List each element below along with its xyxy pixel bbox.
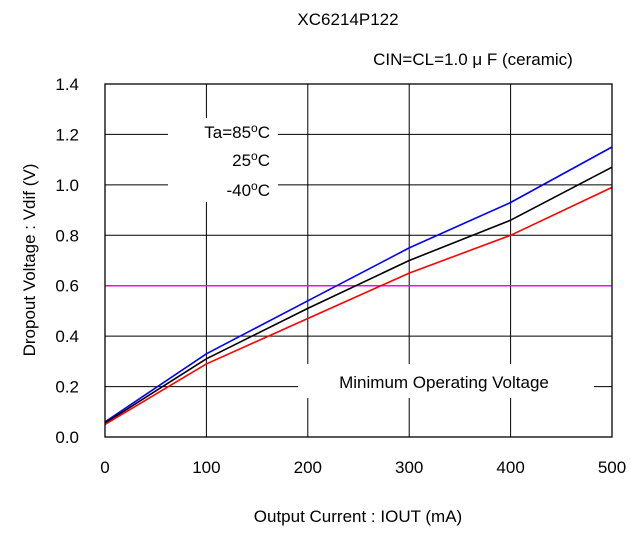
series-line bbox=[104, 166, 613, 424]
reference-layer: Minimum Operating Voltage bbox=[105, 284, 612, 392]
chart-subtitle: CIN=CL=1.0 μ F (ceramic) bbox=[373, 50, 573, 69]
chart-title: XC6214P122 bbox=[297, 10, 398, 29]
reference-label-background bbox=[298, 364, 594, 398]
y-tick-label: 0.6 bbox=[55, 277, 79, 296]
series-label: 25oC bbox=[232, 149, 270, 170]
series-line bbox=[104, 186, 613, 426]
y-tick-label: 0.0 bbox=[55, 428, 79, 447]
x-axis-label: Output Current : IOUT (mA) bbox=[254, 507, 462, 526]
y-axis-label: Dropout Voltage : Vdif (V) bbox=[20, 164, 39, 357]
series-label: -40oC bbox=[226, 179, 270, 200]
reference-line-label: Minimum Operating Voltage bbox=[339, 373, 549, 392]
y-tick-label: 0.8 bbox=[55, 226, 79, 245]
y-tick-label: 1.4 bbox=[55, 75, 79, 94]
legend-background bbox=[168, 118, 278, 202]
y-tick-label: 1.2 bbox=[55, 125, 79, 144]
x-tick-label: 400 bbox=[496, 458, 524, 477]
ticks-layer: 0 100 200 300 400 500 0.0 0.2 0.4 0.6 0.8 1.0 1.2 1.4 bbox=[55, 75, 626, 477]
x-tick-label: 200 bbox=[294, 458, 322, 477]
x-tick-label: 500 bbox=[598, 458, 626, 477]
series-label: Ta=85oC bbox=[204, 121, 270, 142]
y-tick-label: 0.4 bbox=[55, 327, 79, 346]
x-tick-label: 100 bbox=[192, 458, 220, 477]
x-tick-label: 300 bbox=[395, 458, 423, 477]
series-line bbox=[104, 146, 613, 423]
series-layer bbox=[104, 146, 613, 426]
plot-frame bbox=[104, 83, 613, 438]
y-tick-label: 0.2 bbox=[55, 378, 79, 397]
grid bbox=[105, 84, 612, 437]
x-tick-label: 0 bbox=[100, 458, 109, 477]
series-labels: Ta=85oC 25oC -40oC bbox=[204, 121, 270, 200]
y-tick-label: 1.0 bbox=[55, 176, 79, 195]
